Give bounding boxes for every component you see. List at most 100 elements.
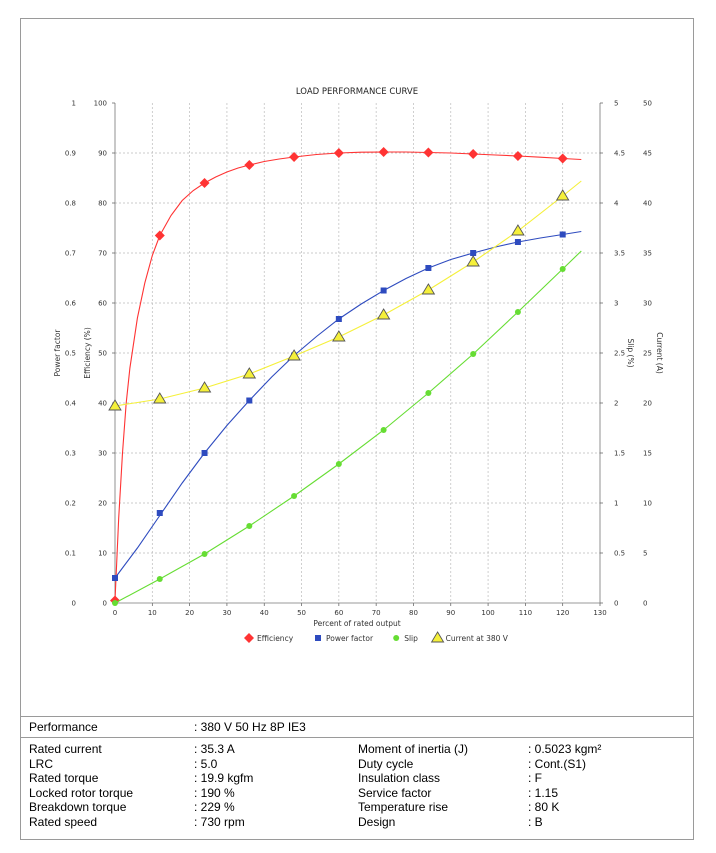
efficiency-point bbox=[557, 153, 568, 164]
current-at-380-v-point bbox=[376, 308, 391, 320]
legend-label-efficiency: Efficiency bbox=[257, 634, 294, 643]
slip-point bbox=[514, 309, 521, 315]
power-factor-point bbox=[425, 265, 432, 271]
x-tick-label: 90 bbox=[446, 609, 455, 617]
spec-row: Breakdown torque : 229 % Temperature ris… bbox=[21, 800, 693, 815]
power-factor-tick-label: 0.9 bbox=[65, 150, 76, 158]
spec-value: : 5.0 bbox=[194, 756, 218, 771]
power-factor-tick-label: 0.8 bbox=[65, 200, 76, 208]
power-factor-point bbox=[470, 250, 477, 256]
efficiency-tick-label: 60 bbox=[98, 300, 107, 308]
legend-marker-power-factor bbox=[315, 635, 321, 641]
slip-tick-label: 3 bbox=[614, 300, 618, 308]
performance-label: Performance bbox=[29, 720, 98, 734]
slip-tick-label: 1 bbox=[614, 500, 618, 508]
spec-label: Service factor bbox=[358, 785, 432, 800]
current-tick-label: 0 bbox=[643, 600, 647, 608]
slip-tick-label: 4.5 bbox=[614, 150, 625, 158]
legend-label-power-factor: Power factor bbox=[326, 634, 374, 643]
spec-row: Locked rotor torque : 190 % Service fact… bbox=[21, 786, 693, 801]
spec-value: : 229 % bbox=[194, 800, 235, 814]
x-tick-label: 130 bbox=[593, 609, 606, 617]
current-tick-label: 45 bbox=[643, 150, 652, 158]
power-factor-point bbox=[156, 510, 163, 516]
slip-point bbox=[380, 427, 387, 433]
current-at-380-v-point bbox=[421, 283, 436, 295]
power-factor-point bbox=[246, 397, 253, 404]
spec-value: : F bbox=[528, 771, 542, 785]
slip-tick-label: 1.5 bbox=[614, 450, 625, 458]
current-axis-title: Current (A) bbox=[655, 332, 664, 374]
power-factor-point bbox=[335, 316, 342, 322]
performance-value: : 380 V 50 Hz 8P IE3 bbox=[194, 720, 306, 734]
current-tick-label: 5 bbox=[643, 550, 647, 558]
spec-value: : 1.15 bbox=[528, 785, 559, 800]
efficiency-tick-label: 10 bbox=[98, 550, 107, 558]
load-performance-chart: 0 10 20 30 40 50 60 70 80 90 100 110 120 13000.10.20.… bbox=[53, 87, 664, 643]
efficiency-tick-label: 50 bbox=[98, 350, 107, 358]
spec-value: : 0.5023 kgm² bbox=[528, 742, 602, 756]
x-tick-label: 0 bbox=[113, 609, 117, 617]
current-tick-label: 40 bbox=[643, 200, 652, 208]
current-tick-label: 25 bbox=[643, 350, 652, 358]
slip-tick-label: 5 bbox=[614, 100, 618, 108]
power-factor-tick-label: 0.3 bbox=[65, 450, 76, 458]
slip-axis-title: Slip (%) bbox=[626, 338, 635, 367]
spec-value: : 80 K bbox=[528, 800, 560, 814]
x-tick-label: 110 bbox=[519, 609, 532, 617]
efficiency-tick-label: 40 bbox=[98, 400, 107, 408]
slip-point bbox=[156, 576, 163, 582]
report-frame bbox=[20, 18, 694, 840]
efficiency-tick-label: 70 bbox=[98, 250, 107, 258]
legend-label-slip: Slip bbox=[404, 634, 418, 643]
legend-label-current-at-380-v: Current at 380 V bbox=[446, 634, 509, 643]
spec-label: Breakdown torque bbox=[29, 800, 127, 814]
spec-label: Design bbox=[358, 814, 396, 829]
x-tick-label: 40 bbox=[260, 609, 269, 617]
efficiency-tick-label: 90 bbox=[98, 150, 107, 158]
x-tick-label: 30 bbox=[222, 609, 231, 617]
slip-point bbox=[246, 523, 253, 529]
slip-point bbox=[291, 493, 298, 499]
current-at-380-v-point bbox=[555, 189, 570, 201]
current-tick-label: 10 bbox=[643, 500, 652, 508]
current-tick-label: 20 bbox=[643, 400, 652, 408]
x-tick-label: 70 bbox=[372, 609, 381, 617]
current-tick-label: 30 bbox=[643, 300, 652, 308]
slip-tick-label: 0.5 bbox=[614, 550, 625, 558]
power-factor-point bbox=[559, 231, 566, 238]
current-at-380-v-point bbox=[242, 367, 257, 379]
slip-point bbox=[470, 351, 477, 357]
slip-series-line bbox=[114, 250, 582, 604]
legend-marker-efficiency bbox=[244, 633, 254, 643]
slip-tick-label: 4 bbox=[614, 200, 619, 208]
efficiency-tick-label: 0 bbox=[103, 600, 107, 608]
spec-label: Rated speed bbox=[29, 814, 98, 829]
power-factor-point bbox=[380, 287, 387, 294]
power-factor-point bbox=[112, 575, 118, 581]
x-tick-label: 100 bbox=[481, 609, 494, 617]
current-at-380-v-point bbox=[466, 255, 480, 267]
slip-point bbox=[559, 266, 566, 272]
x-tick-label: 10 bbox=[148, 609, 157, 617]
efficiency-point bbox=[333, 148, 344, 158]
power-factor-tick-label: 0.2 bbox=[65, 500, 76, 508]
efficiency-axis-title: Efficiency (%) bbox=[83, 327, 92, 379]
slip-tick-label: 2.5 bbox=[614, 350, 625, 358]
current-at-380-v-point bbox=[108, 399, 122, 411]
power-factor-tick-label: 0.6 bbox=[65, 300, 77, 308]
power-factor-axis-title: Power factor bbox=[53, 329, 62, 377]
efficiency-point bbox=[378, 147, 389, 157]
slip-tick-label: 3.5 bbox=[614, 250, 625, 258]
spec-label: Rated torque bbox=[29, 771, 99, 785]
power-factor-point bbox=[201, 450, 208, 456]
power-factor-tick-label: 0.7 bbox=[65, 250, 76, 258]
efficiency-point bbox=[244, 160, 255, 170]
slip-point bbox=[201, 551, 208, 557]
x-tick-label: 20 bbox=[185, 609, 194, 617]
spec-value: : Cont.(S1) bbox=[528, 756, 587, 771]
spec-label: Temperature rise bbox=[358, 800, 449, 814]
power-factor-point bbox=[514, 239, 521, 245]
efficiency-tick-label: 20 bbox=[98, 500, 107, 508]
slip-point bbox=[112, 600, 118, 606]
